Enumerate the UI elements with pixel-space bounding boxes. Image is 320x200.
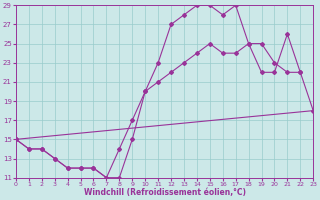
- X-axis label: Windchill (Refroidissement éolien,°C): Windchill (Refroidissement éolien,°C): [84, 188, 245, 197]
